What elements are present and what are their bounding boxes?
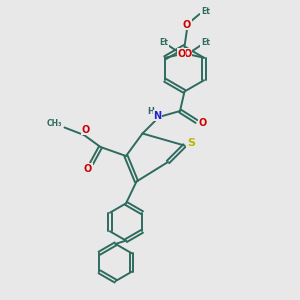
Text: O: O [183, 20, 191, 30]
Text: N: N [153, 110, 162, 121]
Text: CH₃: CH₃ [46, 119, 62, 128]
Text: O: O [198, 118, 207, 128]
Text: O: O [84, 164, 92, 174]
Text: O: O [183, 49, 192, 59]
Text: S: S [187, 138, 195, 148]
Text: O: O [177, 49, 186, 59]
Text: O: O [81, 124, 90, 135]
Text: Et: Et [159, 38, 168, 47]
Text: Et: Et [201, 8, 210, 16]
Text: H: H [147, 107, 154, 116]
Text: Et: Et [201, 38, 210, 47]
